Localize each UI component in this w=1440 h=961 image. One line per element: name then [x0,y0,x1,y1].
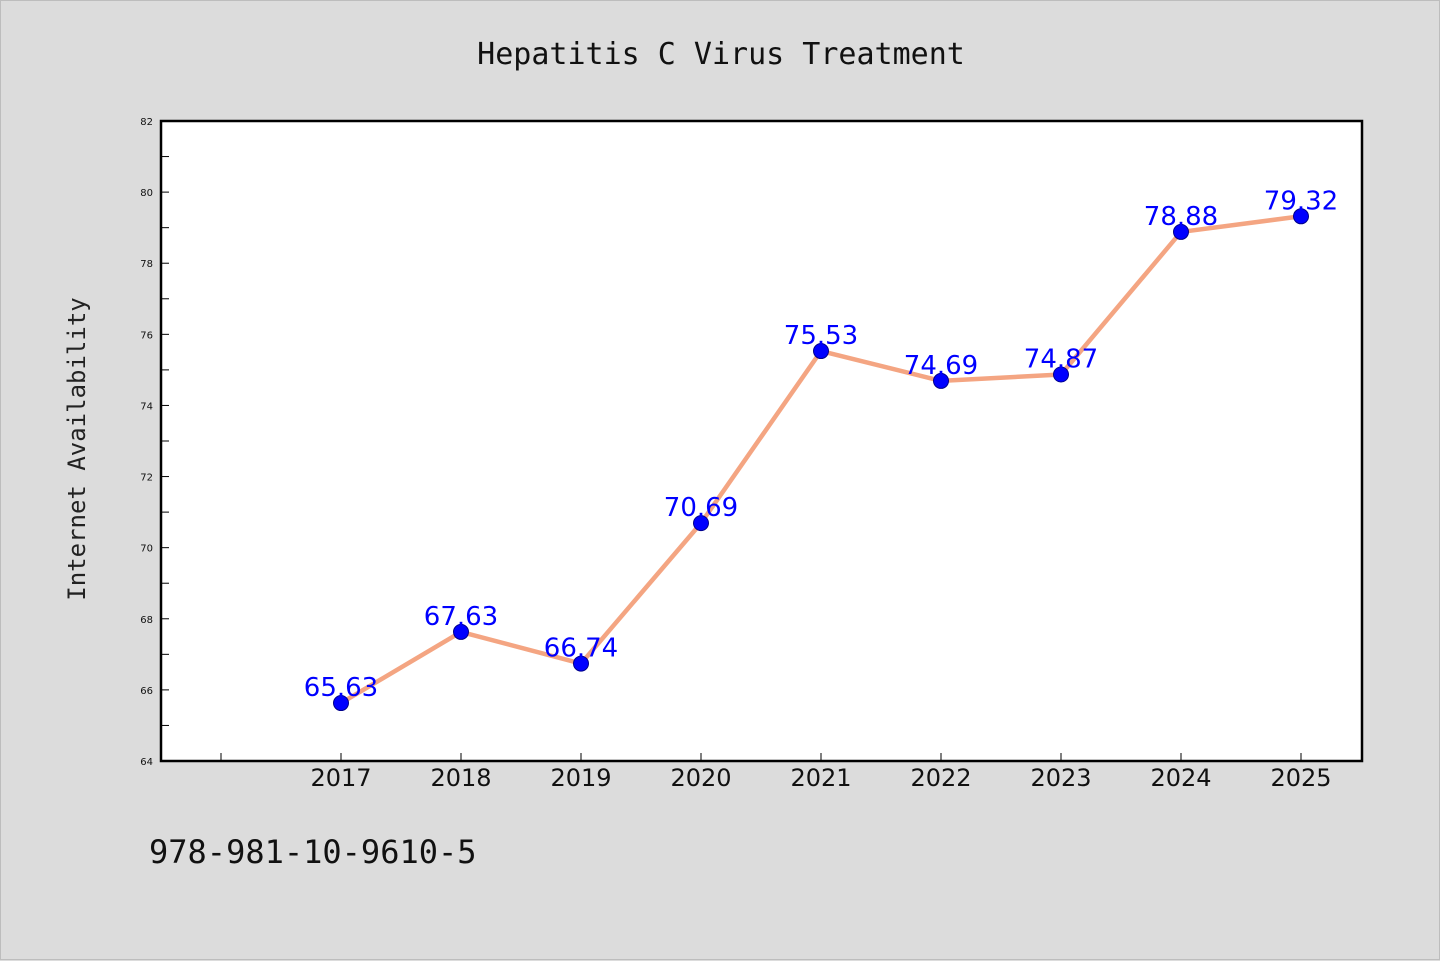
series-line-group: 65.63 67.63 66.74 70.69 75.53 74.69 74.87 78.88… [304,186,1338,712]
data-point [573,655,589,672]
data-point [693,515,709,532]
x-tick-label: 2022 [910,764,971,792]
y-tick-label: 66 [140,686,153,697]
y-tick-label: 78 [140,259,153,270]
data-label: 70.69 [664,493,738,523]
data-label: 74.87 [1024,345,1098,375]
data-point [1173,223,1189,240]
y-tick-label: 82 [140,117,153,128]
y-tick-label: 80 [140,188,153,199]
x-tick-label: 2018 [430,764,491,792]
x-axis: 2017 2018 2019 2020 2021 2022 2023 2024 2025 [220,753,1332,792]
data-label: 79.32 [1264,186,1338,216]
y-tick-label: 64 [140,757,153,768]
x-tick-label: 2023 [1030,764,1091,792]
data-label: 67.63 [424,602,498,632]
y-tick-label: 74 [140,401,153,412]
y-axis-label: Internet Availability [63,297,91,600]
data-label: 65.63 [304,673,378,703]
data-point [933,372,949,389]
plot-area [159,119,1364,763]
data-label: 66.74 [544,634,618,664]
y-tick-label: 72 [140,473,153,484]
data-point [453,623,469,640]
x-tick-label: 2024 [1150,764,1211,792]
data-label: 75.53 [784,321,858,351]
x-tick-label: 2025 [1270,764,1331,792]
x-tick-label: 2017 [310,764,371,792]
data-point [1293,208,1309,225]
data-label: 78.88 [1144,202,1218,232]
x-tick-label: 2021 [790,764,851,792]
x-tick-label: 2020 [670,764,731,792]
data-point [813,343,829,360]
data-point [333,695,349,712]
x-tick-label: 2019 [550,764,611,792]
y-tick-label: 76 [140,330,153,341]
data-label: 74.69 [904,351,978,381]
y-tick-label: 70 [140,544,153,555]
footer-isbn: 978-981-10-9610-5 [149,833,477,871]
chart-title: Hepatitis C Virus Treatment [477,37,965,72]
y-axis: 64 66 68 70 72 74 76 78 80 82 [140,117,169,768]
y-tick-label: 68 [140,615,153,626]
data-point [1053,366,1069,383]
